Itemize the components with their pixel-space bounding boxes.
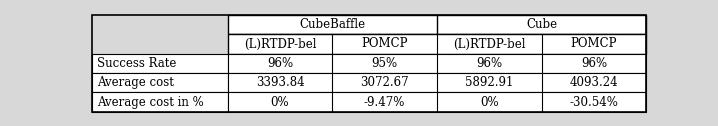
Bar: [92, 73, 228, 92]
Text: 96%: 96%: [476, 57, 503, 70]
Text: 0%: 0%: [271, 96, 289, 109]
Text: (L)RTDP-bel: (L)RTDP-bel: [244, 38, 316, 51]
Text: 3393.84: 3393.84: [256, 76, 304, 89]
Text: 95%: 95%: [372, 57, 398, 70]
Text: -30.54%: -30.54%: [569, 96, 618, 109]
Bar: [92, 92, 228, 112]
Text: POMCP: POMCP: [571, 38, 617, 51]
Text: Success Rate: Success Rate: [97, 57, 176, 70]
Bar: [228, 34, 646, 54]
Bar: [228, 15, 646, 34]
Bar: [228, 92, 646, 112]
Text: -9.47%: -9.47%: [364, 96, 406, 109]
Bar: [228, 73, 646, 92]
Text: Cube: Cube: [526, 18, 557, 31]
Text: 3072.67: 3072.67: [360, 76, 409, 89]
Text: 96%: 96%: [267, 57, 293, 70]
Text: POMCP: POMCP: [361, 38, 408, 51]
Text: 4093.24: 4093.24: [569, 76, 618, 89]
Text: 0%: 0%: [480, 96, 498, 109]
Bar: [228, 54, 646, 73]
Bar: [92, 54, 228, 73]
Text: Average cost: Average cost: [97, 76, 174, 89]
Text: Average cost in %: Average cost in %: [97, 96, 203, 109]
Text: CubeBaffle: CubeBaffle: [299, 18, 365, 31]
Text: (L)RTDP-bel: (L)RTDP-bel: [453, 38, 526, 51]
Text: 96%: 96%: [581, 57, 607, 70]
Text: 5892.91: 5892.91: [465, 76, 513, 89]
